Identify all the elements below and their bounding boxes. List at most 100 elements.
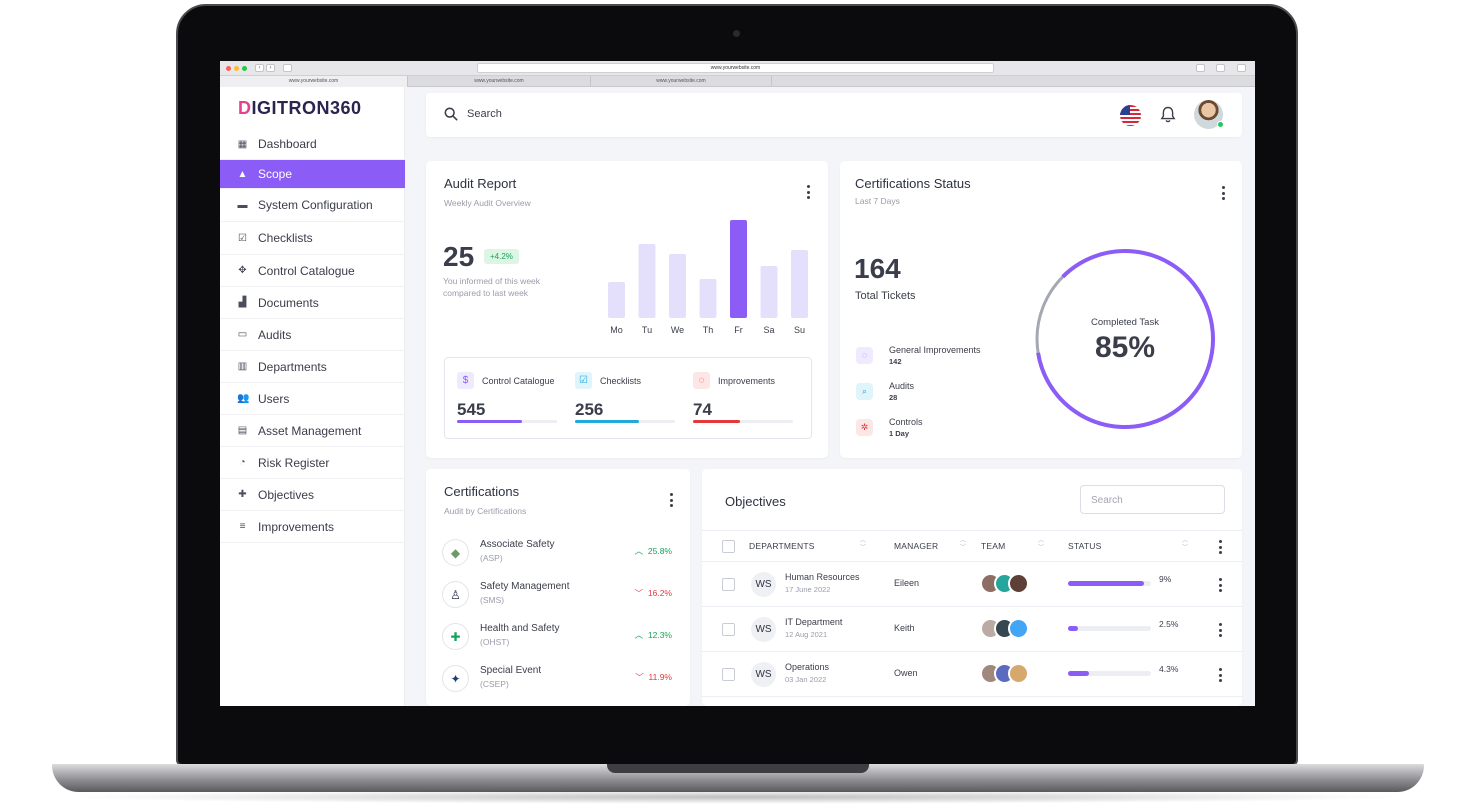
certification-change: ﹀ 16.2% bbox=[634, 588, 672, 598]
stat-checklists: ☑ Checklists 256 bbox=[563, 358, 678, 440]
sidebar-item-dashboard[interactable]: ▦ Dashboard bbox=[220, 129, 405, 160]
bar-th bbox=[699, 279, 717, 318]
bell-icon[interactable] bbox=[1160, 106, 1176, 124]
sidebar-item-documents[interactable]: ▟ Documents bbox=[220, 287, 405, 319]
row-options-button[interactable] bbox=[1218, 578, 1222, 592]
maximize-window-button[interactable] bbox=[242, 66, 247, 71]
certification-row[interactable]: ✦ Special Event (CSEP) ﹀ 11.9% bbox=[442, 663, 672, 697]
app-logo[interactable]: DIGITRON360 bbox=[238, 98, 362, 118]
search-icon[interactable] bbox=[444, 107, 458, 121]
team-member-avatar[interactable] bbox=[1008, 573, 1029, 594]
browser-tab[interactable]: www.yourwebsite.com bbox=[591, 76, 772, 87]
sidebar-item-risk-register[interactable]: ◔ Risk Register bbox=[220, 447, 405, 479]
sidebar-item-departments[interactable]: ▥ Departments bbox=[220, 351, 405, 383]
sidebar-item-users[interactable]: 👥 Users bbox=[220, 383, 405, 415]
browser-toolbar: ‹ › www.yourwebsite.com bbox=[220, 61, 1255, 76]
department-name: IT Department bbox=[785, 617, 843, 627]
sort-icon[interactable]: ︿ ﹀ bbox=[1037, 538, 1044, 551]
share-icon[interactable] bbox=[1196, 64, 1205, 72]
language-flag-icon[interactable] bbox=[1120, 105, 1141, 126]
diamond-icon: ◆ bbox=[442, 539, 469, 566]
row-checkbox[interactable] bbox=[722, 668, 735, 681]
row-options-button[interactable] bbox=[1218, 623, 1222, 637]
certification-row[interactable]: ◆ Associate Safety (ASP) ︿ 25.8% bbox=[442, 537, 672, 571]
users-icon: 👥 bbox=[237, 393, 250, 404]
sidebar-item-control-catalogue[interactable]: ✥ Control Catalogue bbox=[220, 255, 405, 287]
sort-icon[interactable]: ︿ ﹀ bbox=[859, 538, 866, 551]
column-header-status[interactable]: STATUS bbox=[1068, 541, 1102, 551]
sort-icon[interactable]: ︿ ﹀ bbox=[1181, 538, 1188, 551]
certification-row[interactable]: ♙ Safety Management (SMS) ﹀ 16.2% bbox=[442, 579, 672, 613]
minimize-window-button[interactable] bbox=[234, 66, 239, 71]
table-row[interactable]: WS Human Resources 17 June 2022 Eileen 9% bbox=[702, 562, 1242, 607]
row-checkbox[interactable] bbox=[722, 578, 735, 591]
certification-change: ︿ 25.8% bbox=[634, 546, 672, 556]
sidebar-item-label: Asset Management bbox=[258, 423, 362, 438]
sidebar-item-scope[interactable]: ▲ Scope bbox=[220, 160, 405, 189]
objectives-card: Objectives Search DEPARTMENTS ︿ ﹀ MANAGER… bbox=[702, 469, 1242, 706]
department-avatar: WS bbox=[751, 662, 776, 687]
browser-tab[interactable]: www.yourwebsite.com bbox=[408, 76, 591, 87]
address-bar[interactable]: www.yourwebsite.com bbox=[477, 63, 994, 73]
gauge-icon: ◔ bbox=[239, 457, 246, 468]
status-progress-track bbox=[1068, 581, 1151, 586]
dollar-icon: $ bbox=[457, 372, 474, 389]
certification-code: (OHST) bbox=[480, 637, 510, 647]
weekly-audit-bar-chart: Mo Tu We Th Fr Sa Su bbox=[608, 220, 808, 335]
arrow-down-icon: ﹀ bbox=[634, 588, 644, 598]
tabs-overview-icon[interactable] bbox=[1216, 64, 1225, 72]
sidebar-item-system-configuration[interactable]: ▬ System Configuration bbox=[220, 189, 405, 222]
more-options-button[interactable] bbox=[669, 493, 673, 507]
status-percent: 9% bbox=[1159, 574, 1172, 584]
stat-progress-fill bbox=[575, 420, 639, 423]
avatar[interactable] bbox=[1194, 100, 1224, 129]
sidebar-item-asset-management[interactable]: ▤ Asset Management bbox=[220, 415, 405, 447]
more-options-button[interactable] bbox=[1221, 186, 1225, 200]
department-name: Human Resources bbox=[785, 572, 860, 582]
sidebar-item-objectives[interactable]: ✚ Objectives bbox=[220, 479, 405, 511]
certification-name: Health and Safety bbox=[480, 623, 560, 634]
team-member-avatar[interactable] bbox=[1008, 663, 1029, 684]
table-row[interactable]: WS Operations 03 Jan 2022 Owen 4.3% bbox=[702, 652, 1242, 697]
status-progress-fill bbox=[1068, 671, 1089, 676]
back-button[interactable]: ‹ bbox=[255, 64, 264, 72]
more-options-button[interactable] bbox=[806, 185, 810, 199]
objectives-search-input[interactable]: Search bbox=[1080, 485, 1225, 514]
sidebar-toggle-icon[interactable] bbox=[283, 64, 292, 72]
sidebar-item-audits[interactable]: ▭ Audits bbox=[220, 319, 405, 351]
ticket-icon: ▬ bbox=[237, 199, 248, 211]
column-header-departments[interactable]: DEPARTMENTS bbox=[749, 541, 815, 551]
department-date: 12 Aug 2021 bbox=[785, 630, 828, 639]
circle-dash-icon: ◌ bbox=[856, 347, 873, 364]
close-window-button[interactable] bbox=[226, 66, 231, 71]
status-progress-track bbox=[1068, 626, 1151, 631]
settings-icon[interactable] bbox=[1237, 64, 1246, 72]
tick-label-we: We bbox=[671, 325, 684, 335]
search-input[interactable]: Search bbox=[467, 108, 502, 120]
column-header-team[interactable]: TEAM bbox=[981, 541, 1006, 551]
search-icon: ⌕ bbox=[856, 383, 873, 400]
row-checkbox[interactable] bbox=[722, 623, 735, 636]
legend-label: Audits bbox=[889, 381, 915, 391]
sort-icon[interactable]: ︿ ﹀ bbox=[959, 538, 966, 551]
table-row[interactable]: WS IT Department 12 Aug 2021 Keith 2.5% bbox=[702, 607, 1242, 652]
team-member-avatar[interactable] bbox=[1008, 618, 1029, 639]
sidebar-item-checklists[interactable]: ☑ Checklists bbox=[220, 222, 405, 255]
team-avatars bbox=[980, 618, 1032, 639]
row-options-button[interactable] bbox=[1218, 668, 1222, 682]
tick-label-sa: Sa bbox=[763, 325, 774, 335]
select-all-checkbox[interactable] bbox=[722, 540, 735, 553]
mountain-icon: ▲ bbox=[237, 168, 248, 180]
column-header-manager[interactable]: MANAGER bbox=[894, 541, 939, 551]
certification-row[interactable]: ✚ Health and Safety (OHST) ︿ 12.3% bbox=[442, 621, 672, 655]
clipboard-icon: ▤ bbox=[237, 425, 248, 436]
sidebar-item-improvements[interactable]: ≡ Improvements bbox=[220, 511, 405, 543]
sidebar-item-label: Departments bbox=[258, 359, 327, 374]
arrow-down-icon: ﹀ bbox=[635, 672, 644, 682]
laptop-notch bbox=[607, 764, 869, 773]
arrow-up-icon: ︿ bbox=[634, 546, 644, 556]
total-tickets-label: Total Tickets bbox=[855, 290, 916, 302]
table-options-button[interactable] bbox=[1218, 540, 1222, 554]
browser-tab[interactable]: www.yourwebsite.com bbox=[220, 76, 408, 87]
forward-button[interactable]: › bbox=[266, 64, 275, 72]
